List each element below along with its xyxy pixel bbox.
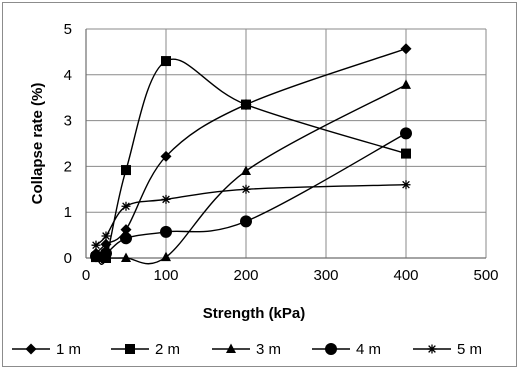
data-point-5m <box>121 201 131 211</box>
x-tick-label: 400 <box>393 267 418 284</box>
y-tick-label: 5 <box>64 21 72 38</box>
x-tick-label: 500 <box>473 267 498 284</box>
data-point-2m <box>121 165 131 176</box>
legend-marker <box>427 344 437 354</box>
legend-label: 3 m <box>256 341 281 358</box>
y-tick-label: 4 <box>64 67 72 84</box>
data-point-3m <box>241 165 251 175</box>
data-point-1m <box>400 43 412 55</box>
legend-marker <box>226 343 236 353</box>
data-point-3m <box>121 252 131 262</box>
y-tick-label: 2 <box>64 158 72 175</box>
data-point-2m <box>241 99 251 110</box>
data-point-2m <box>161 56 171 67</box>
data-point-4m <box>120 232 132 245</box>
data-point-1m <box>120 224 132 236</box>
legend-label: 5 m <box>457 341 482 358</box>
data-point-4m <box>100 247 112 260</box>
x-tick-label: 300 <box>313 267 338 284</box>
data-point-5m <box>91 240 101 250</box>
legend-label: 4 m <box>356 341 381 358</box>
x-tick-label: 0 <box>82 267 90 284</box>
data-point-5m <box>241 184 251 194</box>
x-axis-title: Strength (kPa) <box>203 305 306 322</box>
data-point-5m <box>401 180 411 190</box>
chart-frame <box>2 2 517 367</box>
x-tick-label: 200 <box>233 267 258 284</box>
data-point-3m <box>161 251 171 262</box>
data-point-1m <box>160 150 172 162</box>
legend-marker <box>25 343 37 355</box>
y-axis-title: Collapse rate (%) <box>29 83 46 205</box>
legend-label: 2 m <box>155 341 180 358</box>
series-line-3m <box>95 84 407 265</box>
legend-label: 1 m <box>56 341 81 358</box>
data-point-4m <box>90 250 102 263</box>
data-point-4m <box>400 127 412 140</box>
series-line-2m <box>95 58 407 265</box>
legend-marker <box>125 344 135 354</box>
y-tick-label: 0 <box>64 250 72 267</box>
data-point-3m <box>401 79 411 89</box>
legend-marker <box>325 343 337 355</box>
data-point-5m <box>161 194 171 204</box>
y-tick-label: 1 <box>64 204 72 221</box>
data-point-2m <box>401 148 411 159</box>
data-point-5m <box>101 231 111 241</box>
x-tick-label: 100 <box>153 267 178 284</box>
data-point-4m <box>160 225 172 238</box>
y-tick-label: 3 <box>64 113 72 130</box>
data-point-4m <box>240 215 252 228</box>
